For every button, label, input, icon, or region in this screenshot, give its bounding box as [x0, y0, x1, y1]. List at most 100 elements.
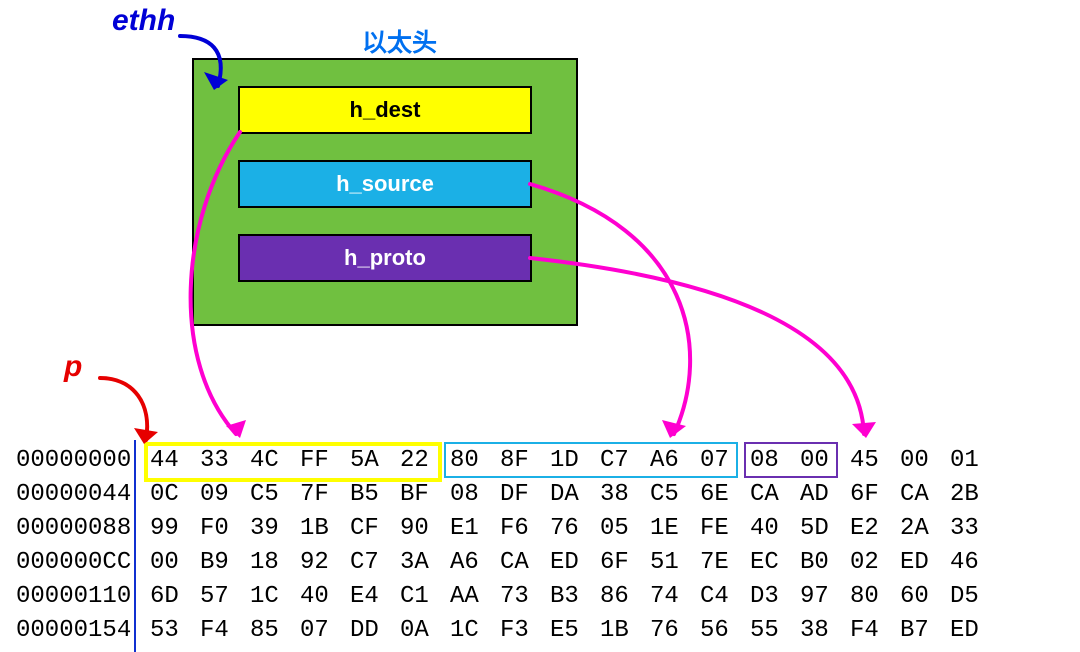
- hex-byte: 57: [200, 580, 250, 614]
- field-h_source: h_source: [238, 160, 532, 208]
- hex-byte: ED: [900, 546, 950, 580]
- hex-byte: 44: [150, 444, 200, 478]
- arrow-field-0-head: [226, 420, 246, 438]
- hex-offset: 000000CC: [16, 546, 128, 580]
- hex-byte: 00: [800, 444, 850, 478]
- arrow-field-1-head: [662, 420, 686, 438]
- hex-byte: B0: [800, 546, 850, 580]
- hexdump: 0000000044334CFF5A22808F1DC7A60708004500…: [16, 444, 1000, 648]
- hex-byte: 5A: [350, 444, 400, 478]
- hex-byte: 00: [900, 444, 950, 478]
- hex-byte: 40: [300, 580, 350, 614]
- hex-byte: 6E: [700, 478, 750, 512]
- hex-byte: 40: [750, 512, 800, 546]
- hex-byte: 1D: [550, 444, 600, 478]
- hex-row: 0000015453F48507DD0A1CF3E51B76565538F4B7…: [16, 614, 1000, 648]
- hex-byte: 0A: [400, 614, 450, 648]
- hex-byte: C7: [600, 444, 650, 478]
- hex-byte: 1C: [250, 580, 300, 614]
- arrow-p-head: [134, 428, 158, 444]
- hex-byte: EC: [750, 546, 800, 580]
- hex-byte: CA: [500, 546, 550, 580]
- hex-row: 000000440C09C57FB5BF08DFDA38C56ECAAD6FCA…: [16, 478, 1000, 512]
- hex-byte: ED: [950, 614, 1000, 648]
- hex-byte: 99: [150, 512, 200, 546]
- hex-byte: F0: [200, 512, 250, 546]
- hex-byte: 7F: [300, 478, 350, 512]
- hex-byte: 07: [300, 614, 350, 648]
- ethh-pointer-label: ethh: [112, 4, 175, 38]
- hex-byte: 80: [450, 444, 500, 478]
- hex-byte: E2: [850, 512, 900, 546]
- hex-byte: 08: [450, 478, 500, 512]
- hex-byte: ED: [550, 546, 600, 580]
- arrow-field-2: [530, 258, 864, 434]
- hex-offset: 00000000: [16, 444, 128, 478]
- hex-byte: E4: [350, 580, 400, 614]
- hex-byte: C1: [400, 580, 450, 614]
- hex-byte: 5D: [800, 512, 850, 546]
- hex-byte: 39: [250, 512, 300, 546]
- hex-byte: F4: [200, 614, 250, 648]
- hex-byte: 92: [300, 546, 350, 580]
- hex-byte: 60: [900, 580, 950, 614]
- hex-gap: [128, 444, 150, 478]
- hex-byte: 6F: [850, 478, 900, 512]
- hex-byte: 90: [400, 512, 450, 546]
- hex-byte: 76: [550, 512, 600, 546]
- hex-byte: 33: [950, 512, 1000, 546]
- hex-byte: CF: [350, 512, 400, 546]
- hex-byte: 74: [650, 580, 700, 614]
- hex-byte: C4: [700, 580, 750, 614]
- hex-gap: [128, 478, 150, 512]
- hex-byte: 1C: [450, 614, 500, 648]
- hex-byte: CA: [900, 478, 950, 512]
- arrow-p: [100, 378, 147, 440]
- hex-offset: 00000154: [16, 614, 128, 648]
- hex-byte: D3: [750, 580, 800, 614]
- hex-byte: DA: [550, 478, 600, 512]
- hex-byte: 97: [800, 580, 850, 614]
- hex-byte: 2B: [950, 478, 1000, 512]
- hex-byte: 4C: [250, 444, 300, 478]
- hex-byte: 1B: [600, 614, 650, 648]
- hex-row: 000000CC00B91892C73AA6CAED6F517EECB002ED…: [16, 546, 1000, 580]
- hex-byte: B9: [200, 546, 250, 580]
- hex-byte: 07: [700, 444, 750, 478]
- hex-gap: [128, 614, 150, 648]
- hex-byte: 22: [400, 444, 450, 478]
- hex-byte: 86: [600, 580, 650, 614]
- hex-byte: 3A: [400, 546, 450, 580]
- hex-byte: F4: [850, 614, 900, 648]
- hex-gap: [128, 580, 150, 614]
- hex-byte: 33: [200, 444, 250, 478]
- hex-byte: E5: [550, 614, 600, 648]
- hex-byte: 56: [700, 614, 750, 648]
- hex-byte: DD: [350, 614, 400, 648]
- hex-offset: 00000088: [16, 512, 128, 546]
- hex-byte: A6: [650, 444, 700, 478]
- hex-byte: 00: [150, 546, 200, 580]
- hex-byte: 0C: [150, 478, 200, 512]
- hex-byte: B3: [550, 580, 600, 614]
- hex-byte: 55: [750, 614, 800, 648]
- hex-byte: 1E: [650, 512, 700, 546]
- hex-byte: 51: [650, 546, 700, 580]
- hex-byte: 05: [600, 512, 650, 546]
- hex-byte: 6D: [150, 580, 200, 614]
- hex-gap: [128, 512, 150, 546]
- hex-byte: 46: [950, 546, 1000, 580]
- hex-byte: 08: [750, 444, 800, 478]
- hex-byte: FE: [700, 512, 750, 546]
- hex-byte: 1B: [300, 512, 350, 546]
- hex-byte: 01: [950, 444, 1000, 478]
- hex-byte: E1: [450, 512, 500, 546]
- hex-row: 000001106D571C40E4C1AA73B38674C4D3978060…: [16, 580, 1000, 614]
- hex-byte: 38: [800, 614, 850, 648]
- hex-byte: AD: [800, 478, 850, 512]
- hex-byte: 09: [200, 478, 250, 512]
- hex-byte: 18: [250, 546, 300, 580]
- field-h_proto: h_proto: [238, 234, 532, 282]
- hex-row: 0000008899F0391BCF90E1F676051EFE405DE22A…: [16, 512, 1000, 546]
- hex-byte: 38: [600, 478, 650, 512]
